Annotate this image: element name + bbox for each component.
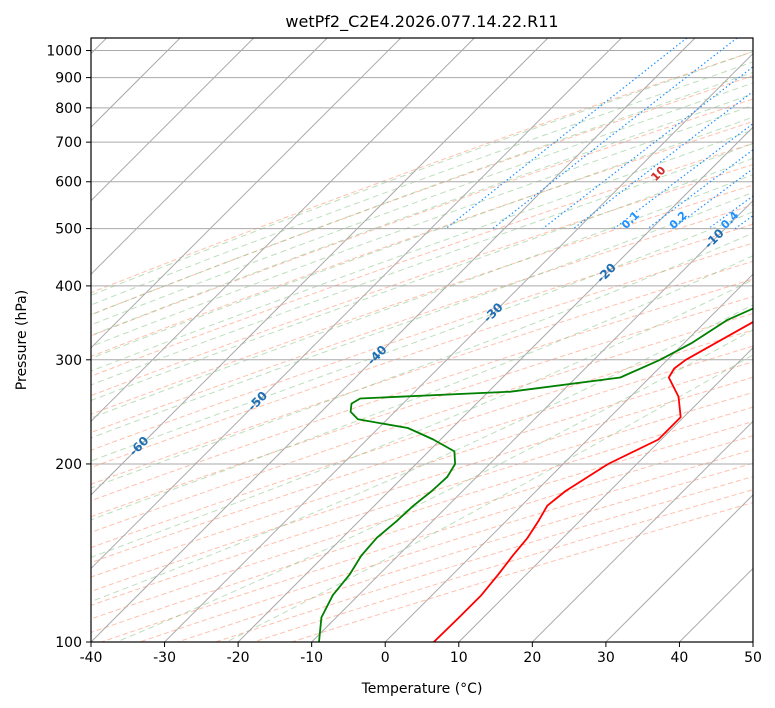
dry-adiabat [101,435,753,642]
x-tick-label: 40 [671,650,689,666]
y-tick-label: 700 [55,135,82,151]
mixing-ratio-line [672,168,753,230]
isotherm [311,199,753,642]
isotherm [237,126,753,642]
y-tick-label: 900 [55,71,82,87]
moist-adiabat [91,211,753,462]
moist-adiabat [91,232,753,489]
isotherm [91,38,549,496]
x-tick-label: 30 [597,650,615,666]
moist-adiabat [226,354,753,642]
x-tick-label: -10 [300,650,323,666]
isotherm-label: -30 [481,300,506,325]
isotherm [91,38,328,275]
dry-adiabat [91,345,753,564]
isotherm-label: -70 [8,478,33,503]
mixing-ratio-line [734,214,753,230]
dry-adiabat [91,391,753,606]
x-tick-label: 0 [381,650,390,666]
y-tick-label: 1000 [46,44,82,60]
isotherm [679,567,753,642]
dry-adiabat [91,278,753,502]
dry-adiabat [91,421,753,633]
moist-adiabat [91,191,753,439]
dry-adiabat [91,260,753,485]
moist-adiabat [91,142,753,386]
y-tick-label: 300 [55,353,82,369]
mixing-ratio-label: 0.6 [749,208,772,231]
dry-adiabat [215,476,753,642]
dry-adiabat [91,50,753,294]
moist-adiabat [91,116,753,359]
isotherm-label: -40 [364,343,389,368]
dry-adiabat [91,376,753,592]
dry-adiabat [91,75,753,316]
mixing-ratio-line [492,38,738,230]
dry-adiabat [91,242,753,469]
moist-adiabat [116,329,753,642]
x-tick-label: 50 [744,650,762,666]
moist-adiabat [91,129,753,372]
isotherm-label: -20 [594,260,619,285]
isotherm-label: -10 [702,226,727,251]
mixing-ratio-line [542,65,753,230]
y-tick-label: 200 [55,457,82,473]
moist-adiabat [91,61,753,306]
moist-adiabat [91,173,753,419]
isotherm [605,494,753,642]
dry-adiabat [91,98,753,337]
dry-adiabat [91,223,753,451]
isotherm [91,38,696,642]
moist-adiabat [91,157,753,401]
isotherm [752,641,753,642]
isotherm [91,38,622,570]
x-tick-label: -40 [80,650,103,666]
moist-adiabat [91,279,753,558]
x-tick-label: -20 [227,650,250,666]
dewpoint-profile [318,307,753,642]
dry-adiabat [91,312,753,533]
moist-adiabat [91,82,753,326]
y-tick-label: 100 [55,635,82,651]
y-tick-label: 800 [55,101,82,117]
isotherm [91,38,402,349]
moist-adiabat [91,304,753,603]
moist-adiabat [91,93,753,336]
x-tick-label: 20 [523,650,541,666]
dry-adiabat [91,184,753,415]
dry-adiabat [91,295,753,518]
isotherm-label: -60 [126,434,151,459]
x-axis-label: Temperature (°C) [361,681,483,697]
y-tick-label: 600 [55,175,82,191]
mixing-ratio-line [573,90,753,230]
y-tick-label: 400 [55,279,82,295]
chart-title: wetPf2_C2E4.2026.077.14.22.R11 [285,12,558,32]
x-tick-label: 10 [450,650,468,666]
moist-adiabat [91,51,753,296]
temperature-profile [433,321,753,642]
dry-adiabat [91,120,753,357]
moist-adiabat [91,71,753,316]
x-tick-label: -30 [153,650,176,666]
isotherm [384,273,753,642]
y-axis-label: Pressure (hPa) [14,290,30,390]
moist-adiabat [91,104,753,348]
isotherm [91,38,475,423]
dry-adiabat [91,361,753,578]
mixing-ratio-line [613,122,753,230]
isotherm [91,38,255,202]
isotherm [164,52,753,642]
isotherm [458,347,753,642]
plot-frame [90,37,754,643]
dry-adiabat [91,163,753,397]
y-tick-label: 500 [55,222,82,238]
dry-adiabat [91,142,753,377]
isotherm [531,420,753,642]
dry-adiabat [91,204,753,434]
dry-adiabat [91,329,753,549]
moist-adiabat [91,255,753,521]
